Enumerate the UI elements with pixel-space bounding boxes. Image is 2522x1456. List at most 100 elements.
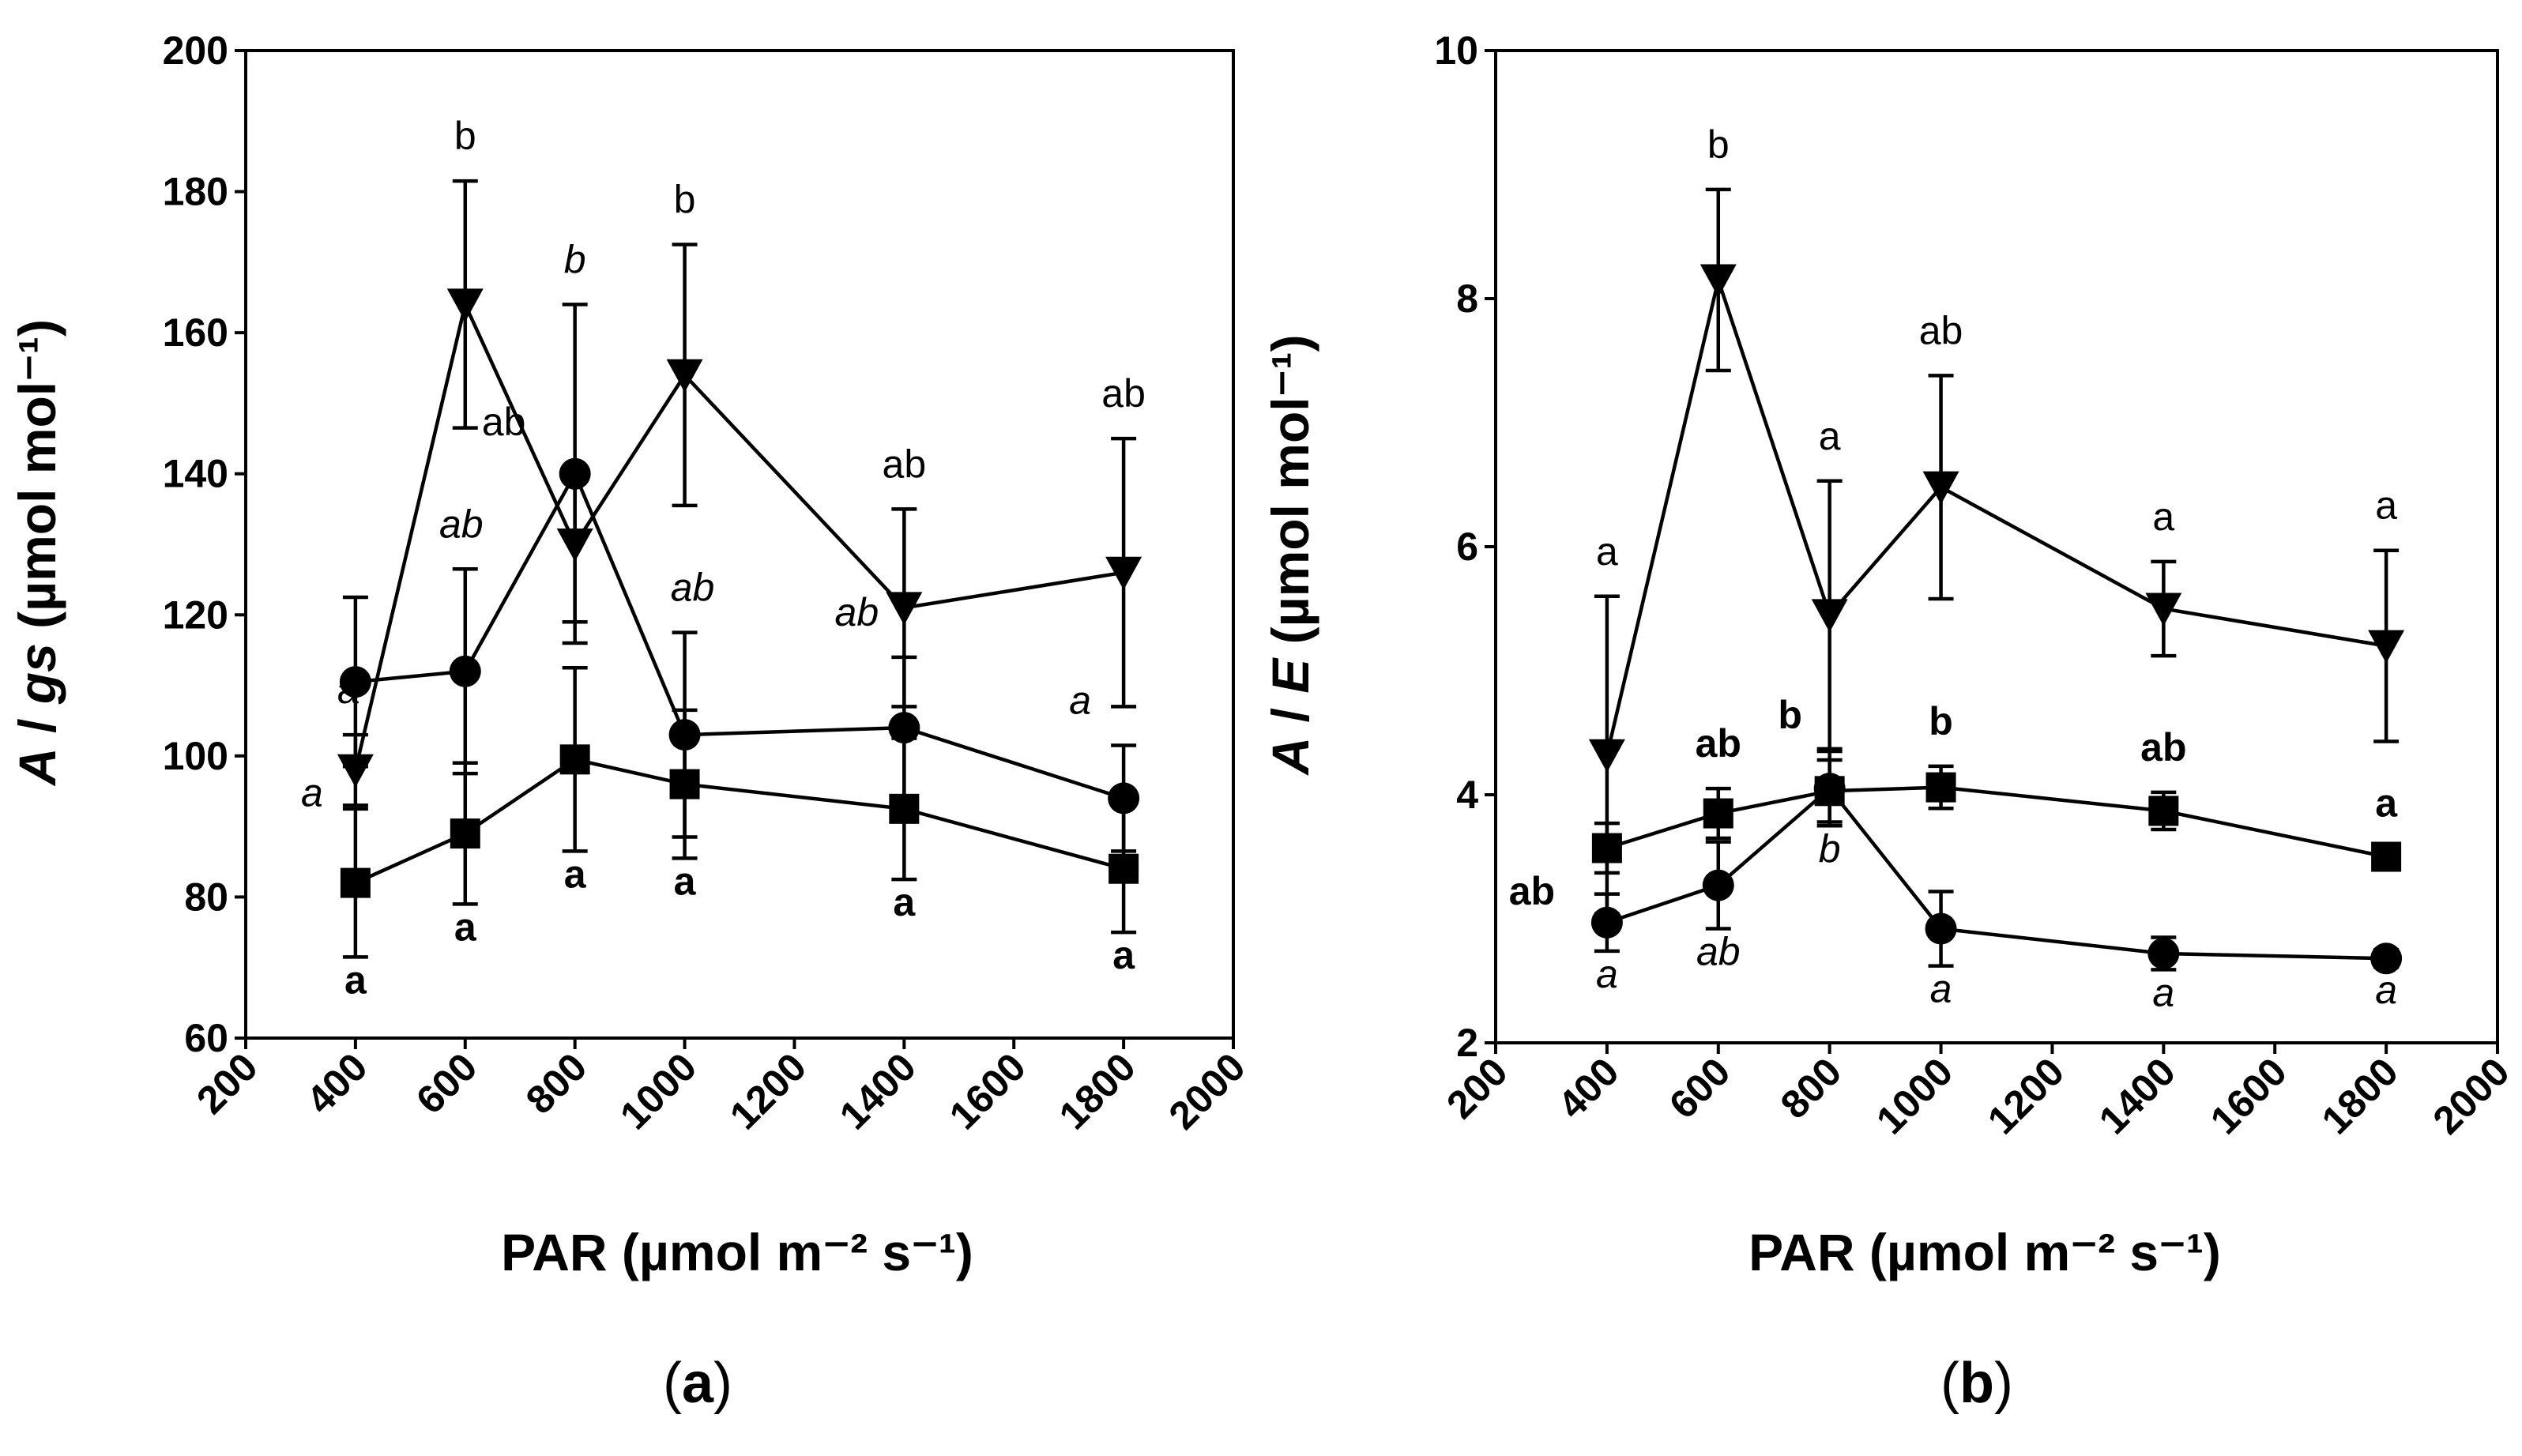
significance-letter: a (301, 770, 323, 815)
data-point-triangle (2145, 593, 2182, 626)
x-tick-label: 800 (1772, 1049, 1850, 1127)
significance-letter: a (337, 668, 359, 712)
significance-letter: ab (835, 590, 879, 634)
y-axis-label-part: / (1261, 694, 1319, 737)
significance-letter: ab (482, 400, 526, 444)
significance-letter: ab (671, 566, 715, 610)
y-axis-label-part: E (1261, 657, 1319, 694)
x-axis-label: PAR (µmol m⁻² s⁻¹) (1748, 1223, 2221, 1281)
data-point-circle (2147, 937, 2180, 969)
x-tick-label: 2000 (2425, 1049, 2518, 1142)
x-tick-label: 1800 (1051, 1044, 1144, 1138)
y-tick-label: 200 (163, 28, 228, 73)
y-tick-label: 180 (163, 170, 228, 214)
y-tick-label: 2 (1456, 1021, 1478, 1065)
data-point-circle (1702, 869, 1734, 901)
significance-letter: a (564, 852, 587, 896)
significance-letter: b (1707, 122, 1730, 167)
y-axis-label-part: (µmol mol⁻¹) (8, 319, 66, 643)
panel-label-letter: b (1959, 1352, 1994, 1415)
significance-letter: ab (1101, 371, 1146, 416)
significance-letter: a (344, 957, 367, 1002)
data-point-circle (449, 655, 481, 687)
series-line (354, 757, 1124, 885)
significance-letter: ab (1696, 930, 1741, 974)
significance-letter: a (2375, 781, 2398, 826)
panel-label-paren: ( (663, 1352, 682, 1415)
series-triangle: ab a ab a a (1588, 122, 2405, 916)
x-tick-label: 1800 (2313, 1049, 2407, 1142)
data-point-square (1925, 772, 1956, 803)
x-tick-label: 1400 (831, 1044, 924, 1138)
data-point-triangle (886, 592, 923, 626)
data-point-triangle (1105, 556, 1142, 590)
data-point-square (450, 818, 480, 849)
x-tick-label: 600 (1661, 1049, 1739, 1127)
y-tick-label: 6 (1456, 525, 1478, 569)
series-line (1606, 785, 2387, 961)
x-tick-label: 400 (298, 1044, 376, 1123)
panel-label: (b) (1940, 1352, 2013, 1415)
data-point-triangle (1588, 739, 1625, 773)
significance-letter: a (2375, 968, 2397, 1012)
y-tick-label: 60 (184, 1016, 228, 1060)
x-tick-label: 1000 (1868, 1049, 1961, 1142)
series-circle: a ab b ab ab a (301, 237, 1140, 853)
significance-letter: ab (2140, 725, 2186, 769)
data-point-triangle (1700, 264, 1737, 298)
y-axis-label-part: A (8, 747, 66, 787)
x-tick-label: 1200 (721, 1044, 815, 1138)
significance-letter: a (454, 905, 477, 949)
data-point-square (889, 793, 920, 824)
x-tick-label: 600 (408, 1044, 486, 1123)
series-square: a a a a a a (340, 666, 1139, 1002)
significance-letter: b (1819, 826, 1841, 871)
y-axis-label-part: A (1261, 737, 1319, 777)
series-line (1605, 273, 2387, 756)
y-axis-label-part: (µmol mol⁻¹) (1261, 335, 1319, 659)
significance-letter: b (1929, 699, 1953, 743)
series-triangle: ab ab b ab ab (337, 114, 1146, 807)
data-point-square (2371, 841, 2402, 872)
data-point-circle (1925, 912, 1957, 945)
x-tick-label: 1200 (1979, 1049, 2072, 1142)
plot-area (1494, 49, 2499, 1044)
significance-letter: a (2152, 970, 2174, 1014)
x-tick-label: 1600 (941, 1044, 1034, 1138)
series-circle: a ab b a a a (1590, 749, 2403, 1014)
data-point-triangle (1811, 599, 1848, 633)
significance-letter: b (564, 237, 586, 281)
data-point-triangle (666, 359, 703, 393)
significance-letter: ab (1509, 869, 1555, 913)
data-point-triangle (1922, 471, 1959, 505)
data-point-triangle (556, 529, 593, 562)
significance-letter: ab (1919, 308, 1963, 352)
significance-letter: ab (439, 502, 484, 546)
y-tick-label: 4 (1456, 773, 1478, 817)
panel-label-paren: ( (1940, 1352, 1959, 1415)
data-point-square (1109, 853, 1139, 884)
significance-letter: a (2152, 495, 2174, 539)
data-point-square (2148, 796, 2179, 826)
y-axis-label-part: gs (8, 643, 66, 705)
series-line (1606, 785, 2387, 859)
x-axis-label: PAR (µmol m⁻² s⁻¹) (501, 1223, 973, 1281)
x-tick-label: 2000 (1161, 1044, 1254, 1138)
y-axis-label: A / gs (µmol mol⁻¹) (8, 319, 66, 787)
x-tick-label: 200 (1438, 1049, 1516, 1127)
significance-letter: a (1930, 967, 1952, 1011)
significance-letter: a (1596, 529, 1618, 574)
x-tick-label: 1000 (612, 1044, 705, 1138)
data-point-square (559, 744, 590, 775)
significance-letter: b (1778, 693, 1802, 737)
significance-letter: ab (883, 442, 927, 486)
x-tick-label: 400 (1549, 1049, 1628, 1127)
y-tick-label: 120 (163, 593, 228, 637)
y-tick-label: 10 (1434, 28, 1478, 73)
y-tick-label: 8 (1456, 277, 1478, 321)
x-tick-label: 1400 (2091, 1049, 2184, 1142)
series-line (353, 299, 1124, 771)
